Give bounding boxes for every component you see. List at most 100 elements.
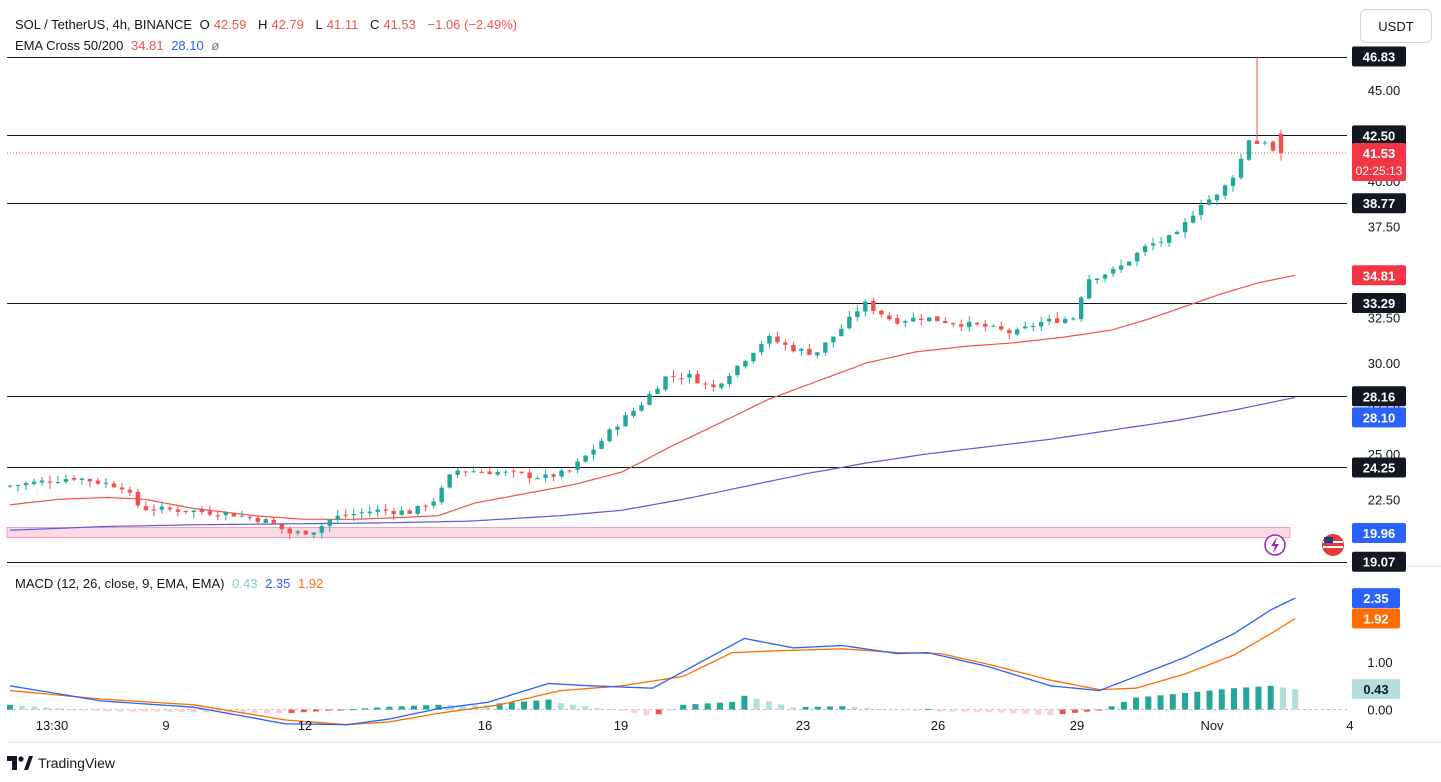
candle-body	[631, 410, 636, 416]
macd-histogram-bar	[839, 706, 846, 710]
histogram-badge: 0.43	[1363, 682, 1388, 697]
ema-hidden-glyph[interactable]: ø	[211, 38, 220, 53]
candle-body	[743, 360, 748, 367]
candle	[679, 372, 684, 385]
candle-body	[15, 484, 21, 486]
tradingview-brand[interactable]: TradingView	[7, 755, 115, 771]
macd-histogram-bar	[190, 709, 197, 712]
candle-body	[199, 509, 205, 512]
candle-body	[271, 519, 276, 524]
candle	[695, 370, 700, 384]
candle	[431, 497, 436, 509]
candle-body	[751, 352, 756, 362]
candle	[815, 352, 820, 359]
candle-body	[943, 320, 948, 323]
macd-histogram-bar	[925, 708, 931, 710]
candle-body	[863, 301, 868, 312]
candle	[1166, 234, 1172, 247]
macd-histogram-bar	[43, 707, 50, 710]
candle-body	[319, 526, 324, 533]
candle	[639, 401, 644, 413]
candle-body	[239, 515, 245, 517]
candle	[479, 469, 484, 473]
candle-body	[855, 311, 860, 318]
candle	[807, 344, 812, 356]
candle	[1246, 139, 1252, 161]
candle-body	[511, 470, 516, 472]
candle-body	[359, 512, 364, 514]
candle-body	[767, 335, 772, 344]
candle-body	[847, 316, 852, 329]
candle	[295, 529, 300, 536]
candle	[1214, 193, 1220, 206]
candle	[631, 407, 636, 418]
candle	[879, 310, 884, 318]
macd-histogram-bar	[765, 701, 772, 710]
candle	[223, 510, 229, 521]
macd-histogram-bar	[1108, 706, 1115, 710]
ema-legend[interactable]: EMA Cross 50/200 34.81 28.10 ø	[15, 38, 223, 53]
lightning-bolt	[1271, 537, 1279, 553]
candle-body	[735, 365, 740, 376]
candle-body	[135, 491, 141, 506]
candle-body	[127, 489, 133, 493]
candle	[871, 297, 876, 315]
candle	[775, 331, 780, 344]
candle-body	[111, 483, 117, 488]
level-badge-28.16-bg	[1352, 386, 1406, 407]
candle	[567, 469, 572, 473]
candle	[663, 375, 668, 392]
candle-body	[719, 383, 724, 388]
candle	[55, 475, 61, 485]
candle-body	[759, 343, 764, 353]
candle	[199, 505, 205, 515]
macd-histogram-bar	[790, 707, 797, 710]
currency-button[interactable]: USDT	[1360, 9, 1432, 43]
candle-body	[143, 506, 149, 511]
symbol-label[interactable]: SOL / TetherUS, 4h, BINANCE	[15, 17, 193, 32]
macd-histogram-bar	[863, 708, 870, 710]
candle-body	[887, 315, 892, 320]
macd-histogram-bar	[753, 698, 760, 710]
price-tick-label: 30.00	[1368, 356, 1401, 371]
candle	[903, 319, 908, 328]
ema200-line	[9, 396, 1296, 531]
candle	[751, 352, 756, 364]
candle	[127, 486, 133, 496]
macd-histogram-bar	[166, 709, 173, 712]
candle-body	[159, 506, 165, 510]
candle	[919, 314, 924, 326]
macd-signal-value: 1.92	[298, 576, 324, 591]
candle-body	[1246, 140, 1252, 160]
candle-body	[1062, 318, 1068, 323]
candle-body	[1214, 194, 1220, 201]
price-tick-label: 22.50	[1368, 492, 1401, 507]
macd-histogram-bar	[1071, 709, 1078, 713]
level-badge-38.77: 38.77	[1363, 196, 1396, 211]
macd-histogram-bar	[7, 704, 13, 710]
macd-histogram-bar	[361, 708, 368, 710]
candle	[759, 341, 764, 356]
candle	[495, 469, 500, 477]
candle-body	[687, 373, 692, 378]
candle	[63, 474, 69, 484]
lightning-event-icon[interactable]	[1264, 534, 1286, 556]
macd-histogram-bar	[1194, 691, 1201, 710]
us-flag-event-icon[interactable]	[1322, 534, 1344, 556]
macd-histogram-bar	[153, 709, 160, 712]
candle	[23, 481, 29, 491]
candle-body	[391, 511, 396, 514]
candle	[71, 475, 77, 482]
macd-line-value: 2.35	[265, 576, 291, 591]
macd-histogram-bar	[117, 709, 124, 712]
macd-legend[interactable]: MACD (12, 26, close, 9, EMA, EMA) 0.43 2…	[15, 576, 327, 591]
candle-body	[303, 530, 308, 535]
ohlc-legend: SOL / TetherUS, 4h, BINANCE O 42.59 H 42.7…	[15, 17, 521, 32]
candle	[119, 483, 125, 494]
candle	[823, 342, 828, 356]
candle-body	[1086, 279, 1092, 299]
macd-histogram-bar	[716, 702, 723, 710]
support-zone	[6, 527, 1291, 538]
candle-body	[295, 531, 300, 534]
